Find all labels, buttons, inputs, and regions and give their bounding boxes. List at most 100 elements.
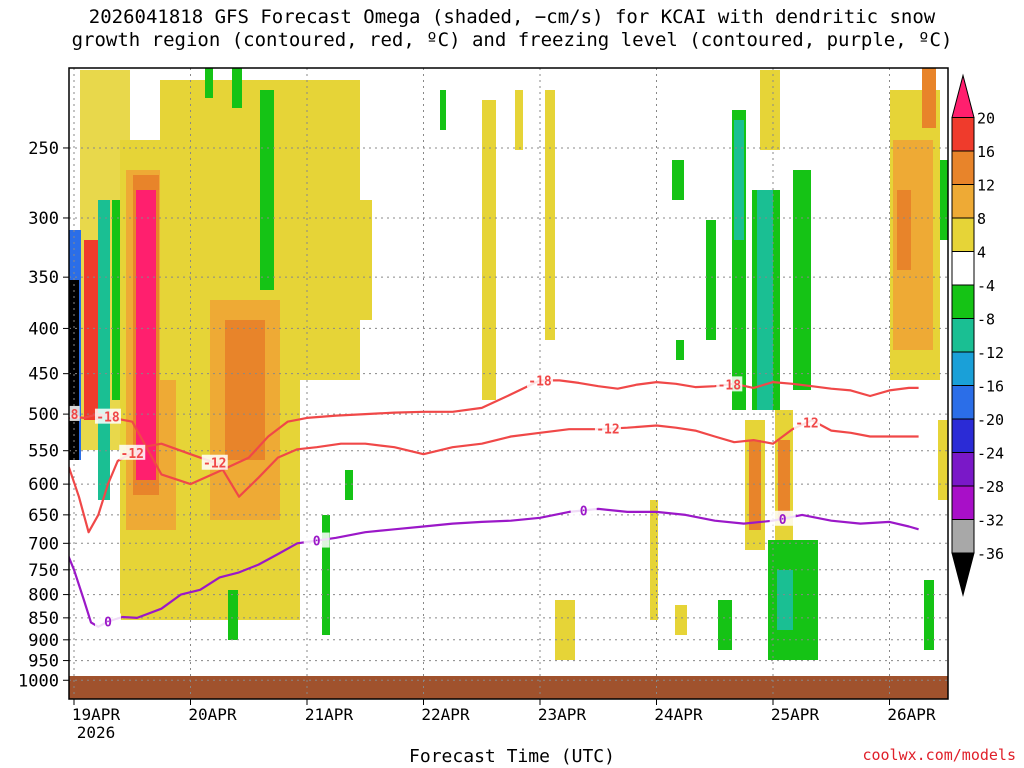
omega-cell	[555, 600, 575, 660]
y-tick-label: 650	[28, 506, 59, 526]
dendritic-line-m18	[69, 379, 919, 486]
y-tick-label: 700	[28, 534, 59, 554]
colorbar-label: 20	[977, 110, 995, 128]
omega-cell	[232, 68, 242, 108]
y-axis: 2503003504004505005506006507007508008509…	[18, 139, 69, 691]
contour-label-bg	[94, 408, 121, 424]
omega-cell	[924, 580, 934, 650]
omega-cell	[650, 500, 658, 620]
contour-label-bg	[716, 376, 743, 392]
omega-cell	[706, 220, 716, 340]
omega-cell	[345, 470, 353, 500]
x-axis-label: Forecast Time (UTC)	[409, 746, 615, 767]
y-tick-label: 400	[28, 319, 59, 339]
contour-label: -12	[203, 457, 226, 472]
omega-cell	[757, 190, 773, 410]
omega-cell	[940, 160, 948, 240]
contour-label: 0	[313, 535, 321, 550]
chart-title-line2: growth region (contoured, red, ºC) and f…	[71, 29, 953, 51]
omega-cell	[482, 100, 496, 400]
colorbar-label: 12	[977, 177, 995, 195]
y-tick-label: 300	[28, 209, 59, 229]
y-tick-label: 350	[28, 268, 59, 288]
contour-label-bg	[527, 372, 553, 388]
colorbar-segment	[951, 385, 975, 420]
colorbar-segment	[951, 351, 975, 386]
x-tick-label: 23APR	[538, 705, 587, 724]
contour-label-bg	[303, 532, 330, 548]
contour-label: 0	[779, 513, 787, 528]
omega-cell	[98, 200, 110, 500]
y-tick-label: 800	[28, 586, 59, 606]
contour-label: -18	[55, 408, 79, 423]
contour-label-bg	[570, 502, 597, 518]
omega-cell	[205, 68, 213, 98]
colorbar-label: -20	[977, 411, 1004, 429]
contour-label-bg	[793, 414, 820, 430]
contour-label-bg	[594, 420, 621, 436]
y-tick-label: 250	[28, 139, 59, 159]
omega-cell	[793, 170, 811, 390]
omega-cell	[897, 190, 911, 270]
contour-label: -18	[96, 411, 120, 426]
colorbar-label: 16	[977, 143, 995, 161]
colorbar-label: -28	[977, 478, 1004, 496]
colorbar-segment	[951, 418, 975, 453]
contour-label-bg	[201, 454, 228, 470]
contour-label: 0	[104, 615, 112, 630]
x-tick-label: 26APR	[887, 705, 936, 724]
omega-cell	[778, 440, 790, 520]
contour-label: -12	[795, 416, 818, 431]
credit-link[interactable]: coolwx.com/models	[862, 746, 1016, 764]
y-tick-label: 950	[28, 652, 59, 672]
colorbar-bottom-arrow	[951, 552, 975, 597]
y-tick-label: 450	[28, 365, 59, 385]
colorbar-segment	[951, 485, 975, 520]
x-tick-label: 24APR	[654, 705, 703, 724]
colorbar-segment	[951, 519, 975, 554]
contour-label: -12	[596, 423, 619, 438]
x-tick-label: 25APR	[771, 705, 820, 724]
contour-label-bg	[94, 613, 121, 629]
colorbar-label: -24	[977, 445, 1004, 463]
colorbar-top-arrow	[951, 73, 975, 118]
omega-cell	[676, 340, 684, 360]
omega-cell	[260, 90, 274, 290]
omega-cell	[225, 320, 265, 460]
y-tick-label: 1000	[18, 671, 59, 691]
omega-cell	[734, 120, 744, 240]
plot-frame	[68, 67, 949, 700]
omega-cell	[440, 90, 446, 130]
colorbar-segment	[951, 251, 975, 286]
colorbar-segment	[951, 318, 975, 353]
chart-title: 2026041818 GFS Forecast Omega (shaded, −…	[0, 6, 1024, 52]
colorbar-label: -32	[977, 512, 1004, 530]
x-tick-sublabel: 2026	[77, 723, 116, 742]
omega-cell	[760, 70, 780, 150]
colorbar-label: 8	[977, 210, 986, 228]
omega-cell	[675, 605, 687, 635]
colorbar-label: -16	[977, 378, 1004, 396]
colorbar-label: -8	[977, 311, 995, 329]
contour-label-bg	[119, 444, 146, 460]
omega-cell	[938, 420, 948, 500]
chart-title-line1: 2026041818 GFS Forecast Omega (shaded, −…	[88, 6, 936, 28]
colorbar-segment	[951, 117, 975, 152]
omega-cell	[322, 515, 330, 635]
grid	[69, 68, 948, 699]
x-tick-label: 20APR	[188, 705, 237, 724]
y-tick-label: 750	[28, 561, 59, 581]
omega-shading	[69, 68, 948, 699]
y-tick-label: 900	[28, 631, 59, 651]
colorbar-segment	[951, 150, 975, 185]
omega-cell	[360, 200, 372, 320]
contour-label: 0	[580, 504, 588, 519]
contour-label-bg	[69, 405, 80, 421]
colorbar-segment	[951, 184, 975, 219]
ground-band	[69, 676, 948, 699]
contours: -18 -18 -18 -18 -12 -12 -12 -12 0 0 0 0	[55, 372, 919, 630]
y-tick-label: 850	[28, 609, 59, 629]
contour-label: -18	[718, 378, 742, 393]
